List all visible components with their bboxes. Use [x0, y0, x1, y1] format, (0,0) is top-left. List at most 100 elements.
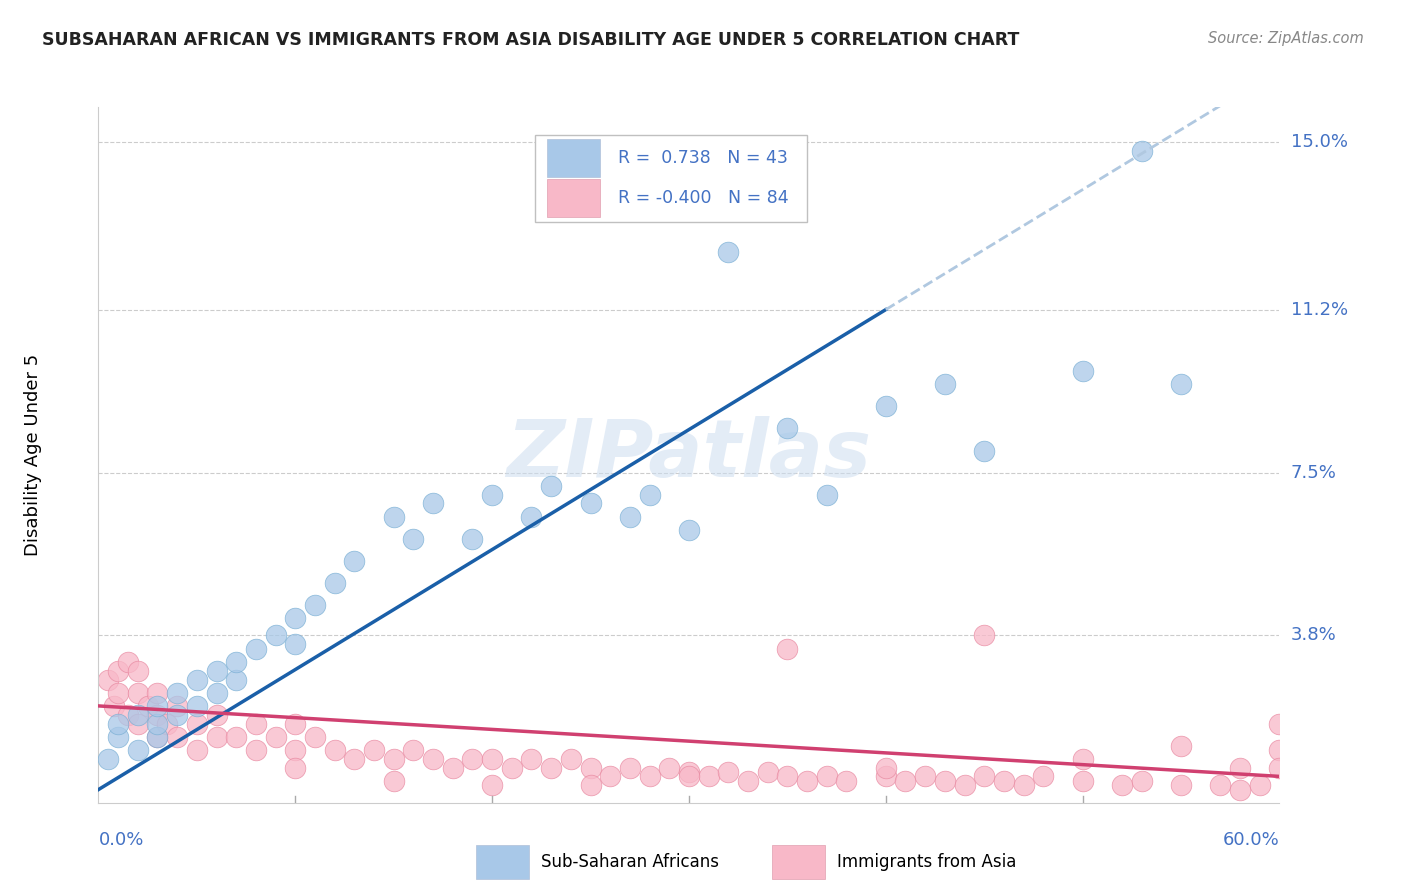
Point — [304, 598, 326, 612]
Point — [156, 716, 179, 731]
Text: 7.5%: 7.5% — [1291, 464, 1337, 482]
Point — [776, 421, 799, 435]
Point — [225, 655, 247, 669]
Text: Source: ZipAtlas.com: Source: ZipAtlas.com — [1208, 31, 1364, 46]
Point — [264, 730, 287, 744]
Point — [678, 523, 700, 537]
Point — [1071, 752, 1094, 766]
Point — [1130, 773, 1153, 788]
Point — [323, 575, 346, 590]
Text: Disability Age Under 5: Disability Age Under 5 — [24, 354, 42, 556]
Point — [382, 509, 405, 524]
Point — [166, 698, 188, 713]
Point — [127, 664, 149, 678]
Point — [245, 743, 267, 757]
Point — [953, 778, 976, 792]
Point — [205, 686, 228, 700]
Point — [1268, 743, 1291, 757]
Point — [117, 707, 139, 722]
Point — [973, 628, 995, 642]
Text: 0.0%: 0.0% — [98, 830, 143, 848]
Point — [973, 443, 995, 458]
Point — [1111, 778, 1133, 792]
Point — [441, 761, 464, 775]
Point — [1170, 377, 1192, 392]
Point — [304, 730, 326, 744]
Point — [717, 764, 740, 779]
Point — [579, 496, 602, 510]
Point — [323, 743, 346, 757]
Point — [875, 400, 897, 414]
Point — [914, 769, 936, 783]
Point — [146, 707, 169, 722]
Point — [117, 655, 139, 669]
Point — [103, 698, 125, 713]
Point — [382, 773, 405, 788]
Point — [1249, 778, 1271, 792]
Point — [97, 752, 120, 766]
Point — [540, 479, 562, 493]
Point — [422, 496, 444, 510]
Point — [284, 761, 307, 775]
Point — [1071, 364, 1094, 378]
Point — [136, 698, 159, 713]
Point — [225, 673, 247, 687]
Point — [127, 716, 149, 731]
Point — [284, 611, 307, 625]
Point — [756, 764, 779, 779]
Point — [146, 716, 169, 731]
Point — [127, 707, 149, 722]
Point — [107, 716, 129, 731]
Point — [284, 716, 307, 731]
Point — [127, 686, 149, 700]
Point — [402, 532, 425, 546]
Point — [146, 730, 169, 744]
Text: ZIPatlas: ZIPatlas — [506, 416, 872, 494]
Point — [186, 743, 208, 757]
Point — [461, 752, 484, 766]
Point — [264, 628, 287, 642]
Point — [796, 773, 818, 788]
Point — [343, 553, 366, 567]
Point — [225, 730, 247, 744]
Point — [245, 641, 267, 656]
Point — [815, 487, 838, 501]
Point — [638, 769, 661, 783]
Point — [501, 761, 523, 775]
Point — [1209, 778, 1232, 792]
Point — [481, 778, 503, 792]
Point — [638, 487, 661, 501]
Point — [284, 743, 307, 757]
Point — [1130, 144, 1153, 158]
Point — [579, 761, 602, 775]
Point — [1012, 778, 1035, 792]
Point — [835, 773, 858, 788]
Point — [1170, 739, 1192, 753]
Point — [107, 686, 129, 700]
Point — [737, 773, 759, 788]
Point — [107, 730, 129, 744]
Point — [186, 698, 208, 713]
Point — [1229, 761, 1251, 775]
Point — [402, 743, 425, 757]
Point — [993, 773, 1015, 788]
Text: R = -0.400   N = 84: R = -0.400 N = 84 — [619, 189, 789, 207]
Point — [1268, 761, 1291, 775]
Point — [678, 764, 700, 779]
Point — [382, 752, 405, 766]
Point — [461, 532, 484, 546]
Point — [678, 769, 700, 783]
Point — [619, 509, 641, 524]
Point — [481, 487, 503, 501]
Point — [481, 752, 503, 766]
Point — [205, 730, 228, 744]
Point — [186, 673, 208, 687]
Point — [973, 769, 995, 783]
Point — [697, 769, 720, 783]
Point — [540, 761, 562, 775]
Point — [166, 686, 188, 700]
FancyBboxPatch shape — [547, 139, 600, 178]
Point — [875, 769, 897, 783]
Text: 11.2%: 11.2% — [1291, 301, 1348, 318]
Point — [422, 752, 444, 766]
